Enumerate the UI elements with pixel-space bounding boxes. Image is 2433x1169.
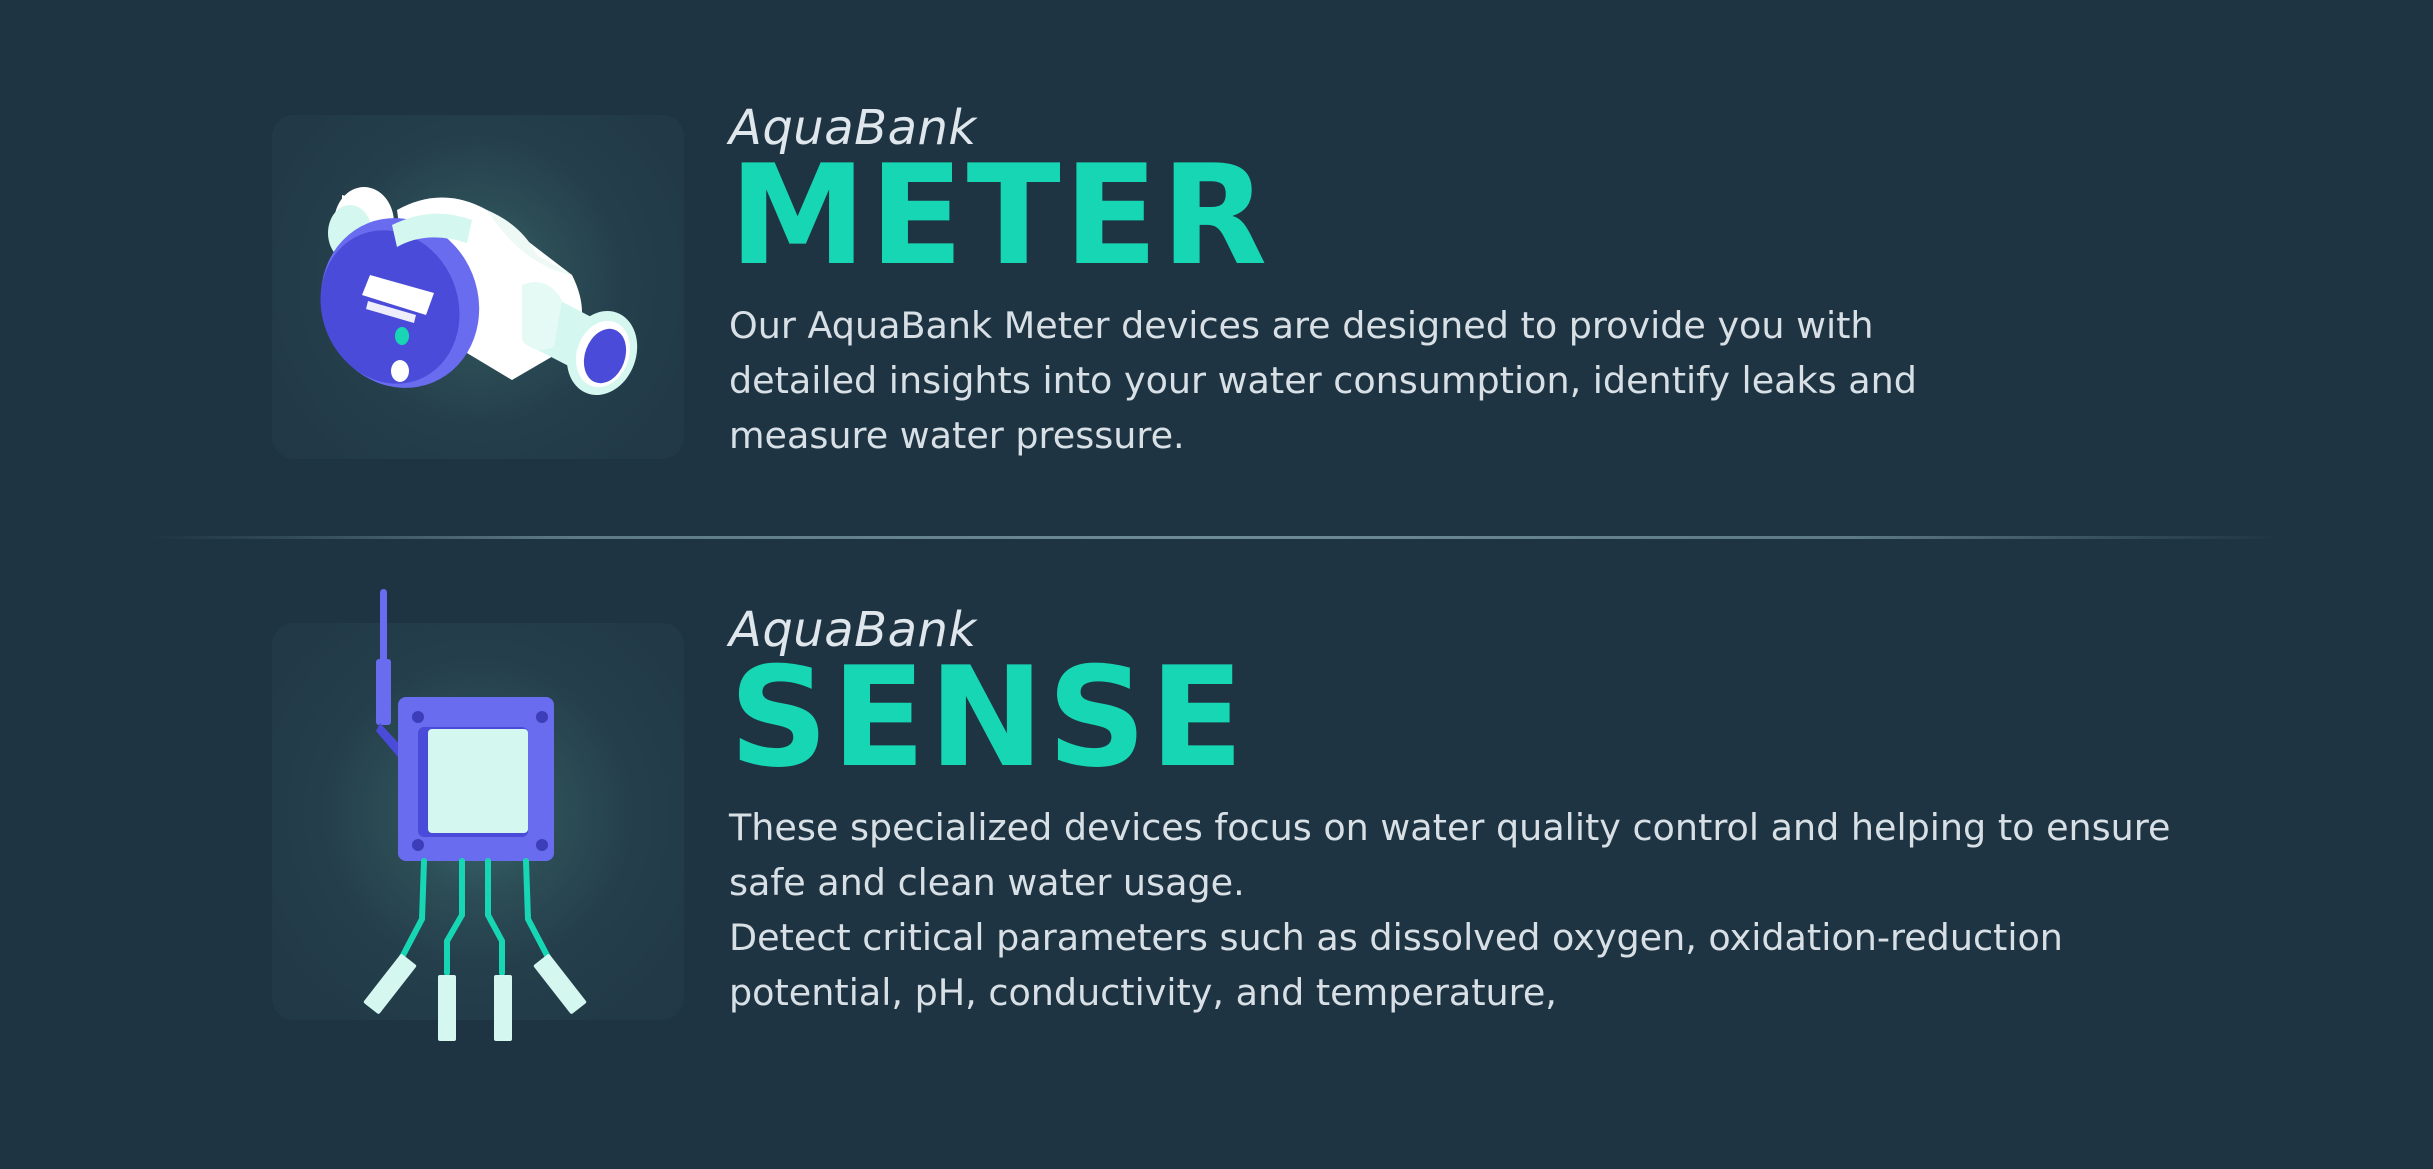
sense-description-paragraph-2: Detect critical parameters such as disso… — [729, 916, 2063, 1014]
water-sensor-icon — [363, 589, 587, 1041]
meter-brand: AquaBank — [729, 100, 977, 156]
sense-title: SENSE — [729, 637, 1247, 798]
sense-section: AquaBank SENSE These specialized devices… — [0, 539, 2433, 1169]
meter-description: Our AquaBank Meter devices are designed … — [729, 298, 1969, 463]
meter-text-block: AquaBank METER Our AquaBank Meter device… — [729, 100, 2329, 463]
sense-description-paragraph-1: These specialized devices focus on water… — [729, 806, 2171, 904]
meter-section: AquaBank METER Our AquaBank Meter device… — [0, 0, 2433, 537]
meter-icon-card — [272, 115, 684, 459]
sense-description: These specialized devices focus on water… — [729, 800, 2209, 1020]
water-meter-icon — [320, 187, 638, 396]
sense-text-block: AquaBank SENSE These specialized devices… — [729, 602, 2329, 1020]
sense-brand: AquaBank — [729, 602, 977, 658]
sense-icon-card — [272, 589, 684, 1041]
meter-title: METER — [729, 135, 1271, 296]
meter-description-paragraph: Our AquaBank Meter devices are designed … — [729, 304, 1917, 457]
section-divider — [150, 536, 2280, 539]
